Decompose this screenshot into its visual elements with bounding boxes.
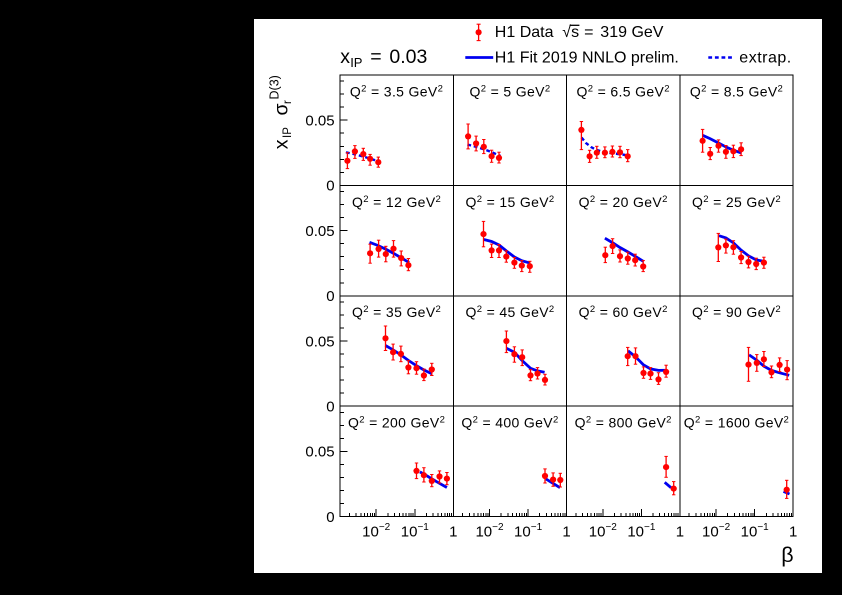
svg-text:Q2 = 6.5 GeV2: Q2 = 6.5 GeV2 — [577, 83, 670, 99]
svg-text:H1 Data: H1 Data — [495, 24, 554, 41]
svg-text:1: 1 — [562, 524, 570, 541]
svg-text:σ: σ — [271, 103, 293, 115]
svg-text:D(3): D(3) — [268, 75, 282, 99]
svg-text:IP: IP — [350, 55, 362, 70]
svg-text:0.05: 0.05 — [305, 444, 334, 461]
svg-text:319 GeV: 319 GeV — [600, 24, 663, 41]
svg-text:Q2 = 5 GeV2: Q2 = 5 GeV2 — [470, 83, 551, 99]
svg-text:Q2 = 3.5 GeV2: Q2 = 3.5 GeV2 — [350, 83, 443, 99]
svg-text:Q2 = 45 GeV2: Q2 = 45 GeV2 — [465, 304, 554, 320]
svg-text:β: β — [781, 543, 793, 567]
svg-text:0.05: 0.05 — [305, 333, 334, 350]
svg-text:1: 1 — [449, 524, 457, 541]
svg-text:1: 1 — [789, 524, 797, 541]
svg-text:Q2 = 60 GeV2: Q2 = 60 GeV2 — [579, 304, 668, 320]
svg-text:Q2 = 400 GeV2: Q2 = 400 GeV2 — [461, 415, 558, 431]
svg-text:x: x — [271, 139, 293, 149]
svg-text:Q2 = 35 GeV2: Q2 = 35 GeV2 — [352, 304, 441, 320]
svg-text:x: x — [340, 46, 350, 68]
svg-text:Q2 = 800 GeV2: Q2 = 800 GeV2 — [575, 415, 672, 431]
svg-text:Q2 = 8.5 GeV2: Q2 = 8.5 GeV2 — [690, 83, 783, 99]
svg-text:0: 0 — [326, 509, 334, 526]
svg-text:1: 1 — [676, 524, 684, 541]
svg-text:r: r — [282, 100, 294, 104]
svg-text:Q2 = 12 GeV2: Q2 = 12 GeV2 — [352, 194, 441, 210]
svg-text:0.03: 0.03 — [389, 46, 427, 68]
svg-text:Q2 = 25 GeV2: Q2 = 25 GeV2 — [692, 194, 781, 210]
svg-text:√s: √s — [562, 24, 579, 41]
svg-text:IP: IP — [282, 127, 294, 138]
svg-text:Q2 = 15 GeV2: Q2 = 15 GeV2 — [465, 194, 554, 210]
svg-text:Q2 = 90 GeV2: Q2 = 90 GeV2 — [692, 304, 781, 320]
svg-text:=: = — [584, 24, 593, 41]
svg-text:0.05: 0.05 — [305, 113, 334, 130]
svg-text:0: 0 — [326, 288, 334, 305]
svg-text:H1 Fit 2019 NNLO prelim.: H1 Fit 2019 NNLO prelim. — [495, 50, 679, 67]
svg-text:Q2 = 20 GeV2: Q2 = 20 GeV2 — [579, 194, 668, 210]
svg-text:=: = — [370, 46, 381, 68]
svg-text:0: 0 — [326, 399, 334, 416]
svg-text:0: 0 — [326, 178, 334, 195]
svg-text:Q2 = 200 GeV2: Q2 = 200 GeV2 — [348, 415, 445, 431]
svg-text:0.05: 0.05 — [305, 223, 334, 240]
svg-text:Q2 = 1600 GeV2: Q2 = 1600 GeV2 — [684, 415, 789, 431]
svg-text:extrap.: extrap. — [739, 50, 791, 67]
